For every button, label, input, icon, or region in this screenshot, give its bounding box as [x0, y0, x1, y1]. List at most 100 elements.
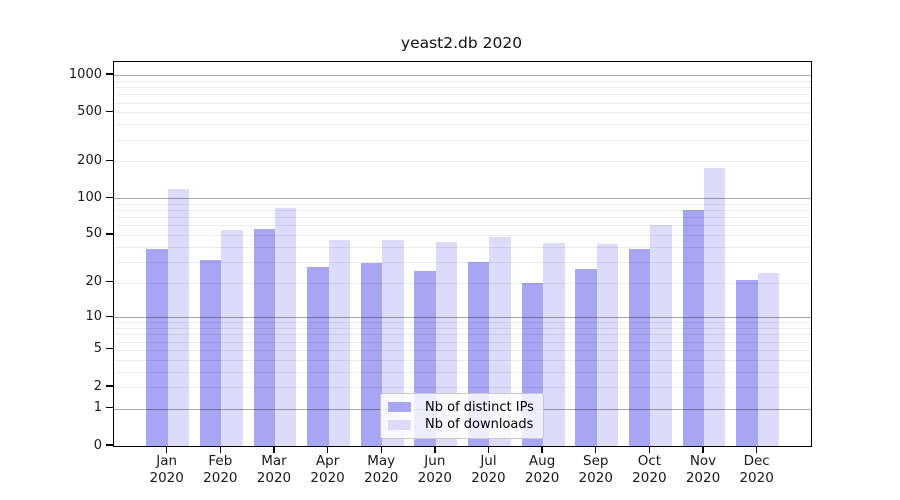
x-tick-year: 2020 — [310, 470, 345, 486]
x-tick-feb — [219, 446, 221, 453]
y-tick-20 — [105, 280, 113, 283]
y-tick-label-1: 1 — [93, 400, 102, 416]
x-tick-year: 2020 — [524, 470, 560, 486]
x-tick-label-jul: Jul 2020 — [456, 453, 520, 487]
x-tick-label-apr: Apr 2020 — [296, 453, 360, 487]
gridline-y-60 — [114, 225, 811, 227]
gridline-y-8 — [114, 328, 811, 330]
gridline-y-400 — [114, 124, 811, 126]
y-tick-label-5: 5 — [93, 341, 102, 357]
bar-ips-jan — [146, 249, 168, 446]
chart-title: yeast2.db 2020 — [400, 34, 523, 52]
x-tick-year: 2020 — [256, 470, 292, 486]
y-tick-2 — [105, 385, 113, 387]
x-tick-label-nov: Nov 2020 — [671, 453, 735, 487]
gridline-y-9 — [114, 322, 811, 324]
gridline-y-7 — [114, 334, 811, 336]
x-tick-oct — [648, 446, 651, 453]
x-tick-year: 2020 — [685, 470, 721, 486]
x-tick-year: 2020 — [739, 470, 774, 486]
gridline-y-20 — [114, 282, 811, 284]
x-tick-mar — [273, 446, 275, 453]
bar-ips-mar — [253, 228, 275, 446]
gridline-y-3 — [114, 371, 811, 373]
gridline-y-1000 — [114, 75, 811, 77]
x-tick-nov — [702, 446, 704, 453]
x-tick-label-may: May 2020 — [349, 453, 413, 487]
x-tick-year: 2020 — [364, 470, 399, 486]
gridline-y-500 — [114, 112, 811, 114]
x-tick-aug — [541, 446, 543, 453]
gridline-y-4 — [114, 359, 811, 361]
gridline-y-50 — [114, 234, 811, 236]
gridline-y-2 — [114, 387, 811, 388]
y-tick-5 — [105, 348, 113, 350]
x-tick-year: 2020 — [417, 470, 453, 486]
y-tick-100 — [105, 196, 113, 198]
gridline-y-5 — [114, 349, 811, 351]
y-tick-label-20: 20 — [85, 274, 102, 290]
bar-ips-dec — [736, 280, 758, 446]
legend: Nb of distinct IPs Nb of downloads — [380, 393, 544, 439]
legend-swatch-distinct-ips — [388, 401, 411, 413]
gridline-y-700 — [114, 94, 811, 96]
gridline-y-300 — [114, 139, 811, 141]
x-tick-label-feb: Feb 2020 — [188, 453, 252, 487]
x-tick-year: 2020 — [203, 470, 238, 486]
x-tick-label-jun: Jun 2020 — [403, 453, 467, 487]
bar-downloads-mar — [274, 207, 297, 446]
gridline-y-800 — [114, 87, 811, 89]
gridline-y-70 — [114, 217, 811, 219]
bar-ips-may — [360, 263, 383, 446]
y-tick-1 — [105, 407, 113, 409]
y-tick-label-500: 500 — [77, 103, 102, 119]
gridline-y-200 — [114, 161, 811, 163]
x-tick-jan — [166, 446, 168, 453]
bar-downloads-sep — [596, 244, 619, 446]
x-tick-label-mar: Mar 2020 — [242, 453, 306, 487]
bar-ips-sep — [575, 269, 597, 446]
gridline-y-100 — [114, 198, 811, 200]
x-tick-year: 2020 — [632, 470, 667, 486]
x-tick-may — [380, 446, 382, 453]
bar-ips-oct — [628, 249, 651, 446]
bar-downloads-aug — [543, 242, 565, 446]
gridline-y-900 — [114, 80, 811, 82]
x-tick-label-aug: Aug 2020 — [510, 453, 574, 487]
y-tick-1000 — [105, 73, 113, 75]
bar-downloads-feb — [221, 229, 243, 446]
y-tick-label-100: 100 — [77, 189, 102, 205]
x-tick-sep — [595, 446, 597, 453]
x-tick-label-sep: Sep 2020 — [564, 453, 628, 487]
y-tick-label-0: 0 — [93, 437, 102, 453]
gridline-y-80 — [114, 210, 811, 212]
gridline-y-6 — [114, 341, 811, 343]
gridline-y-10 — [114, 317, 811, 319]
y-tick-label-50: 50 — [85, 226, 102, 242]
x-tick-label-oct: Oct 2020 — [617, 453, 681, 487]
bar-ips-feb — [199, 259, 222, 446]
x-tick-jul — [487, 446, 490, 453]
bar-downloads-oct — [650, 225, 672, 446]
bar-downloads-apr — [328, 240, 350, 446]
legend-label-downloads: Nb of downloads — [425, 417, 534, 433]
x-tick-label-dec: Dec 2020 — [725, 453, 789, 487]
y-tick-0 — [105, 444, 113, 446]
y-tick-10 — [105, 315, 113, 317]
legend-row-downloads: Nb of downloads — [388, 417, 543, 432]
gridline-y-30 — [114, 261, 811, 263]
legend-swatch-downloads — [388, 419, 411, 431]
gridline-y-600 — [114, 102, 811, 104]
bar-downloads-nov — [704, 168, 726, 446]
x-tick-apr — [326, 446, 329, 453]
plot-area: Nb of distinct IPs Nb of downloads — [113, 61, 812, 447]
bar-ips-apr — [307, 267, 329, 446]
x-tick-year: 2020 — [578, 470, 613, 486]
x-tick-jun — [434, 446, 436, 453]
legend-label-distinct-ips: Nb of distinct IPs — [425, 399, 534, 415]
x-tick-year: 2020 — [149, 470, 184, 486]
y-tick-50 — [105, 233, 113, 235]
gridline-y-90 — [114, 203, 811, 205]
y-tick-label-10: 10 — [85, 308, 102, 324]
